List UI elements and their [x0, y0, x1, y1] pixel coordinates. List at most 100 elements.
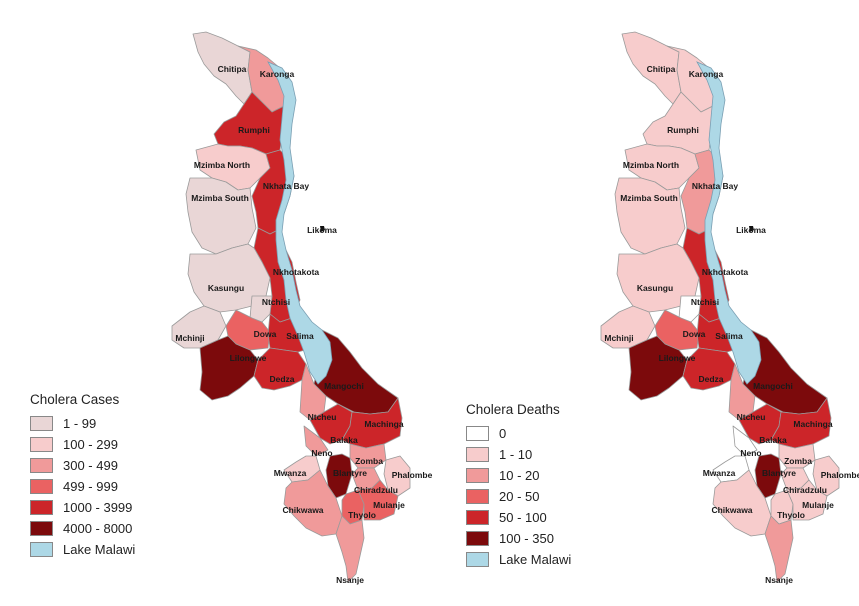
legend-swatch	[30, 521, 53, 536]
district-label-mchinji: Mchinji	[175, 333, 204, 343]
legend-item: 100 - 299	[30, 434, 135, 455]
district-label-thyolo: Thyolo	[777, 510, 805, 520]
legend-label: 10 - 20	[499, 468, 540, 483]
legend-swatch	[30, 458, 53, 473]
legend-swatch	[30, 437, 53, 452]
cases-legend: Cholera Cases 1 - 99 100 - 299 300 - 499…	[30, 392, 135, 560]
legend-swatch	[466, 468, 489, 483]
district-label-salima: Salima	[286, 331, 314, 341]
district-label-chitipa: Chitipa	[647, 64, 676, 74]
district-label-likoma: Likoma	[307, 225, 337, 235]
district-label-chikwawa: Chikwawa	[282, 505, 323, 515]
district-label-kasungu: Kasungu	[637, 283, 673, 293]
legend-swatch	[30, 416, 53, 431]
district-phalombe	[383, 455, 411, 497]
lake-malawi	[696, 61, 762, 385]
legend-item: 10 - 20	[466, 465, 571, 486]
district-label-balaka: Balaka	[759, 435, 787, 445]
district-label-mangochi: Mangochi	[324, 381, 364, 391]
district-mchinji	[171, 305, 227, 349]
district-mzimba-south	[185, 177, 257, 255]
district-label-karonga: Karonga	[689, 69, 724, 79]
district-label-zomba: Zomba	[355, 456, 383, 466]
legend-swatch	[466, 531, 489, 546]
district-label-nkhata-bay: Nkhata Bay	[263, 181, 310, 191]
district-label-rumphi: Rumphi	[238, 125, 270, 135]
district-nsanje	[335, 515, 365, 583]
district-neno	[732, 425, 758, 457]
district-label-likoma: Likoma	[736, 225, 766, 235]
district-label-mzimba-north: Mzimba North	[623, 160, 679, 170]
district-phalombe	[812, 455, 840, 497]
district-label-balaka: Balaka	[330, 435, 358, 445]
district-label-thyolo: Thyolo	[348, 510, 376, 520]
legend-label: 100 - 350	[499, 531, 554, 546]
legend-label: 0	[499, 426, 507, 441]
legend-label: 20 - 50	[499, 489, 540, 504]
district-label-dowa: Dowa	[683, 329, 706, 339]
district-label-dowa: Dowa	[254, 329, 277, 339]
legend-item: 1 - 10	[466, 444, 571, 465]
deaths-legend-title: Cholera Deaths	[466, 402, 560, 417]
district-label-nkhotakota: Nkhotakota	[702, 267, 749, 277]
legend-item: 499 - 999	[30, 476, 135, 497]
legend-swatch	[30, 500, 53, 515]
legend-swatch	[466, 447, 489, 462]
district-label-mwanza: Mwanza	[703, 468, 736, 478]
district-label-mulanje: Mulanje	[373, 500, 405, 510]
legend-label: 100 - 299	[63, 437, 118, 452]
district-label-rumphi: Rumphi	[667, 125, 699, 135]
district-label-kasungu: Kasungu	[208, 283, 244, 293]
district-label-zomba: Zomba	[784, 456, 812, 466]
legend-label-lake: Lake Malawi	[499, 552, 572, 567]
legend-item: 0	[466, 423, 571, 444]
district-label-mzimba-south: Mzimba South	[191, 193, 249, 203]
district-label-chiradzulu: Chiradzulu	[354, 485, 398, 495]
district-label-nsanje: Nsanje	[765, 575, 793, 585]
legend-label: 4000 - 8000	[63, 521, 133, 536]
legend-label-lake: Lake Malawi	[63, 542, 136, 557]
legend-label: 1 - 99	[63, 416, 97, 431]
district-label-neno: Neno	[740, 448, 761, 458]
legend-swatch	[466, 426, 489, 441]
district-label-lilongwe: Lilongwe	[659, 353, 696, 363]
district-label-mangochi: Mangochi	[753, 381, 793, 391]
district-label-ntchisi: Ntchisi	[691, 297, 719, 307]
district-label-neno: Neno	[311, 448, 332, 458]
district-label-ntcheu: Ntcheu	[308, 412, 337, 422]
district-label-lilongwe: Lilongwe	[230, 353, 267, 363]
district-label-dedza: Dedza	[698, 374, 723, 384]
legend-item: 1 - 99	[30, 413, 135, 434]
likoma-island	[320, 226, 325, 232]
district-label-mulanje: Mulanje	[802, 500, 834, 510]
likoma-island	[749, 226, 754, 232]
district-label-chikwawa: Chikwawa	[711, 505, 752, 515]
district-mulanje	[357, 479, 399, 521]
legend-swatch-lake	[466, 552, 489, 567]
district-label-mzimba-south: Mzimba South	[620, 193, 678, 203]
district-label-chitipa: Chitipa	[218, 64, 247, 74]
district-mzimba-south	[614, 177, 686, 255]
district-mulanje	[786, 479, 828, 521]
district-label-ntchisi: Ntchisi	[262, 297, 290, 307]
legend-item: 4000 - 8000	[30, 518, 135, 539]
legend-item: Lake Malawi	[30, 539, 135, 560]
district-nsanje	[764, 515, 794, 583]
legend-item: 100 - 350	[466, 528, 571, 549]
district-label-blantyre: Blantyre	[333, 468, 367, 478]
district-zomba	[349, 443, 387, 469]
district-ntcheu	[299, 363, 327, 421]
district-machinga	[770, 397, 832, 449]
legend-swatch	[30, 479, 53, 494]
district-label-chiradzulu: Chiradzulu	[783, 485, 827, 495]
legend-item: 50 - 100	[466, 507, 571, 528]
lake-malawi	[267, 61, 333, 385]
legend-swatch	[466, 510, 489, 525]
legend-swatch	[466, 489, 489, 504]
district-zomba	[778, 443, 816, 469]
deaths-legend: Cholera Deaths 0 1 - 10 10 - 20 20 - 50 …	[466, 402, 571, 570]
legend-item: 20 - 50	[466, 486, 571, 507]
legend-swatch-lake	[30, 542, 53, 557]
district-label-nkhotakota: Nkhotakota	[273, 267, 320, 277]
